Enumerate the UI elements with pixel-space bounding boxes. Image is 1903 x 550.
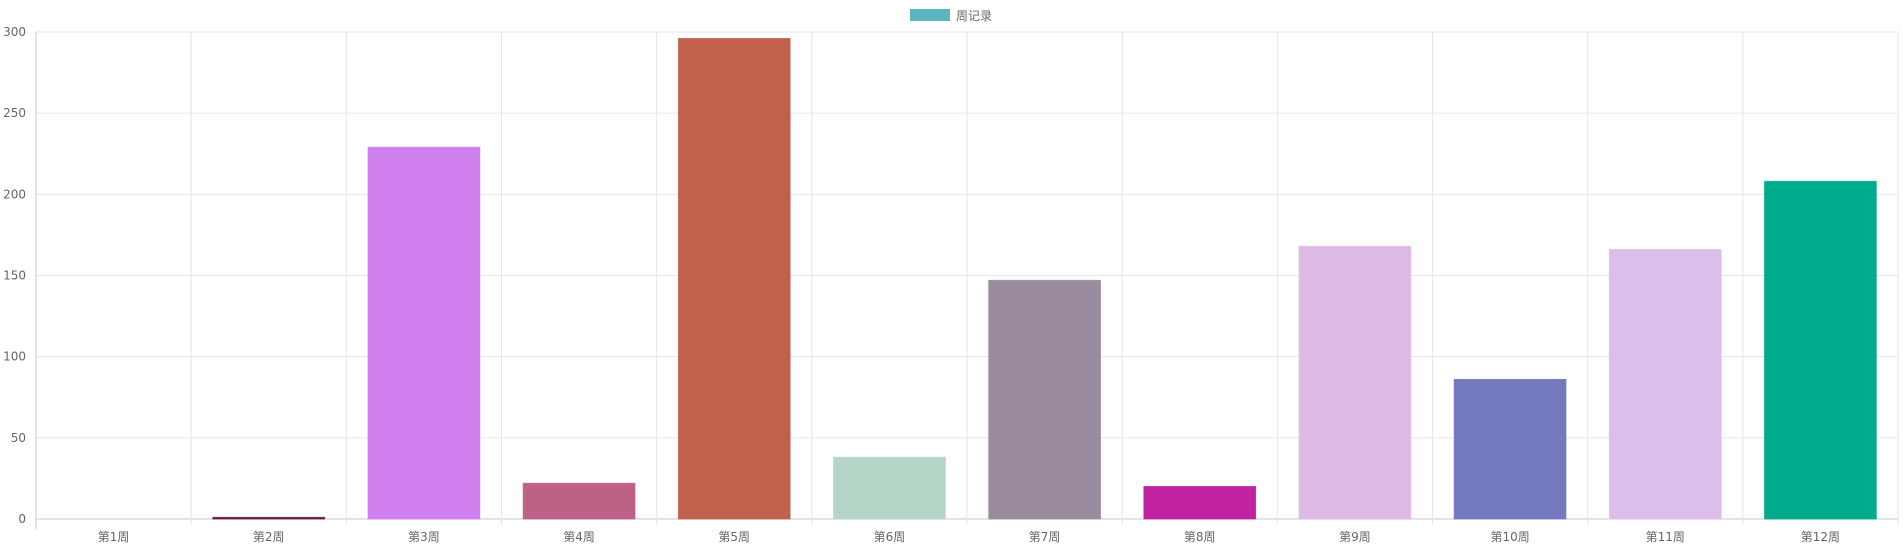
x-tick-label: 第11周 — [1646, 530, 1685, 544]
bar[interactable] — [833, 456, 946, 520]
bars — [212, 37, 1877, 520]
x-tick-label: 第12周 — [1801, 530, 1840, 544]
bar[interactable] — [988, 279, 1101, 520]
bar[interactable] — [367, 146, 481, 520]
legend-swatch — [910, 9, 950, 21]
x-tick-label: 第10周 — [1490, 530, 1529, 544]
y-tick-label: 0 — [18, 512, 26, 526]
y-tick-label: 50 — [11, 431, 26, 445]
x-tick-label: 第8周 — [1184, 530, 1216, 544]
x-tick-label: 第2周 — [253, 530, 285, 544]
legend-label: 周记录 — [956, 9, 992, 23]
bar[interactable] — [1453, 378, 1567, 520]
x-tick-label: 第3周 — [408, 530, 440, 544]
bar[interactable] — [1143, 486, 1257, 520]
bar[interactable] — [212, 516, 326, 520]
grid — [35, 31, 1899, 529]
bar[interactable] — [1608, 249, 1722, 520]
legend[interactable]: 周记录 — [910, 9, 992, 23]
x-tick-label: 第4周 — [563, 530, 595, 544]
y-tick-label: 100 — [3, 350, 26, 364]
x-tick-label: 第5周 — [718, 530, 750, 544]
y-tick-label: 150 — [3, 269, 26, 283]
x-tick-label: 第1周 — [98, 530, 130, 544]
y-tick-label: 250 — [3, 106, 26, 120]
x-tick-label: 第9周 — [1339, 530, 1371, 544]
y-tick-label: 200 — [3, 187, 26, 201]
tick-labels: 0 50 100 150 200 250 300 第1周 第2周 第3周 第4周 第5周 第6周 第7周 第… — [3, 25, 1840, 544]
bar[interactable] — [1764, 180, 1877, 520]
bar[interactable] — [677, 37, 791, 520]
x-tick-label: 第7周 — [1029, 530, 1061, 544]
bar[interactable] — [522, 482, 636, 520]
bar[interactable] — [1298, 245, 1412, 520]
y-tick-label: 300 — [3, 25, 26, 39]
x-tick-label: 第6周 — [874, 530, 906, 544]
